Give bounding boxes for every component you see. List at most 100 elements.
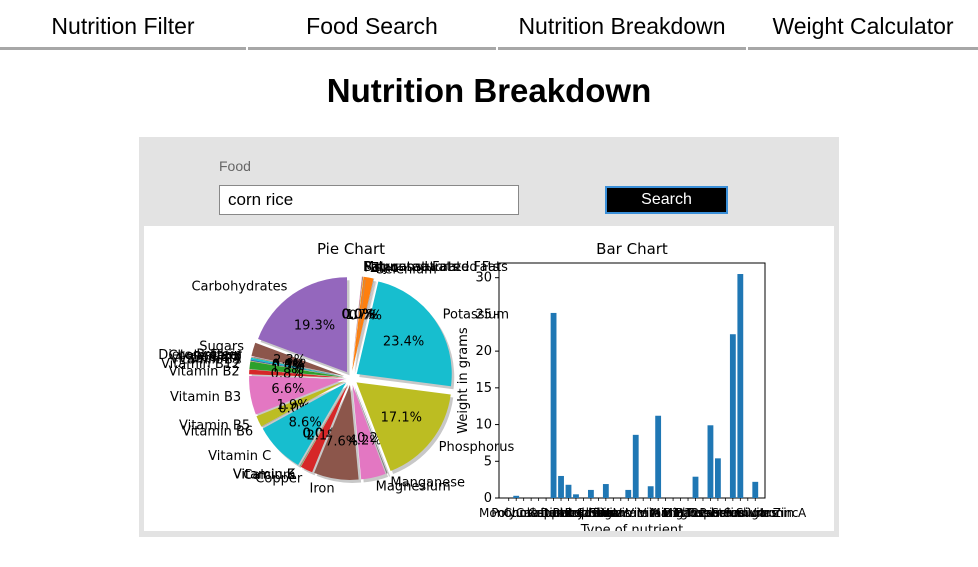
bar: [565, 484, 572, 498]
pie-slice-label: Protein: [196, 348, 242, 363]
bar-chart-frame: [498, 262, 766, 499]
bar: [692, 476, 699, 498]
pie-slice: [251, 357, 345, 377]
tab-weight-calculator[interactable]: Weight Calculator: [748, 0, 978, 50]
top-nav: Nutrition Filter Food Search Nutrition B…: [0, 0, 978, 50]
pie-slice-label: Vitamin K: [233, 468, 296, 483]
pie-slice-label: Phosphorus: [439, 440, 515, 455]
bar: [625, 489, 632, 498]
pie-slice-label: Polyunsaturated Fats: [363, 260, 499, 275]
bar: [587, 489, 594, 498]
search-button[interactable]: Search: [605, 186, 728, 214]
pie-slice-label: Fat: [364, 260, 383, 275]
x-tick-label: Phosphorus: [552, 506, 622, 520]
pie-slice: [352, 276, 374, 372]
bar: [655, 415, 662, 498]
pie-slice: [250, 360, 345, 377]
pie-percent-label: 6.6%: [271, 382, 304, 397]
pie-slice: [353, 384, 388, 474]
pie-slice-label: Carbohydrates: [191, 279, 287, 294]
pie-slice: [299, 384, 348, 467]
tab-food-search[interactable]: Food Search: [248, 0, 496, 50]
pie-slice-shadow: [355, 387, 391, 477]
x-tick-label: Potassium: [565, 506, 626, 520]
bar: [513, 495, 520, 498]
pie-percent-label: 23.4%: [383, 335, 424, 350]
x-tick-label: Cholesterol: [503, 506, 571, 520]
pie-slice: [249, 361, 345, 378]
pie-slice-label: Vitamin B2: [169, 364, 240, 379]
pie-slice: [356, 281, 452, 387]
pie-percent-label: 17.1%: [381, 411, 422, 426]
pie-slice-label: Dietary Fiber: [158, 348, 242, 363]
pie-slice: [299, 384, 348, 467]
bar: [602, 484, 609, 498]
bar: [558, 475, 564, 498]
bar: [573, 494, 579, 498]
pie-slice: [251, 342, 345, 377]
pie-percent-label: 0.0%: [342, 307, 375, 322]
pie-slice-label: Vitamin B5: [179, 418, 250, 433]
pie-slice-label: Sugars: [199, 340, 244, 355]
bar: [707, 425, 714, 498]
pie-slice: [249, 375, 345, 415]
chart-figure: Pie Chart 19.3% Carbohydrates 2.3% Sugars 0.0…: [144, 226, 834, 531]
pie-slice-label: Vitamin B1: [170, 352, 241, 367]
y-tick-label: 15: [475, 381, 492, 396]
page-title: Nutrition Breakdown: [326, 72, 652, 109]
pie-slice-label: Calcium: [243, 468, 295, 483]
bar: [632, 434, 639, 498]
x-tick-label: Selenium: [712, 506, 768, 520]
pie-slice: [251, 356, 345, 377]
pie-slice-shadow: [354, 279, 377, 375]
pie-slice-label: Vitamin C: [208, 449, 271, 464]
pie-slice-label: Saturated Fats: [364, 260, 459, 275]
x-tick-label: Vitamin C: [638, 506, 696, 520]
pie-slice: [300, 384, 348, 467]
pie-percent-label: 7.6%: [325, 434, 358, 449]
pie-slice: [351, 276, 363, 372]
y-tick-label: 5: [484, 454, 492, 469]
y-tick-label: 30: [475, 271, 492, 286]
pie-slice: [251, 356, 345, 377]
pie-slice: [258, 277, 348, 373]
x-tick-label: Protein: [699, 506, 741, 520]
pie-slice: [351, 276, 363, 372]
x-tick-label: Phosphorus: [675, 506, 745, 520]
x-tick-label: Vitamin B12: [626, 506, 699, 520]
food-label: Food: [219, 158, 251, 174]
pie-slice: [261, 381, 345, 428]
pie-slice-shadow: [354, 279, 366, 375]
breakdown-panel: Food Search Pie Chart 19.3% Carbohydrates 2…: [139, 137, 839, 537]
x-tick-label: Dietary Fiber: [540, 506, 617, 520]
x-tick-label: Polyunsaturated Fats: [491, 506, 617, 520]
x-tick-label: Copper: [528, 506, 571, 520]
y-tick-label: 20: [475, 344, 492, 359]
tab-nutrition-breakdown[interactable]: Nutrition Breakdown: [498, 0, 746, 50]
pie-slice-label: Manganese: [390, 475, 465, 490]
y-tick-label: 10: [475, 418, 492, 433]
x-tick-label: Magnesium: [663, 506, 732, 520]
pie-slice: [356, 382, 451, 471]
pie-slice: [314, 384, 359, 480]
bar: [550, 312, 557, 498]
bar: [752, 481, 759, 498]
pie-percent-label: 0.0%: [342, 307, 375, 322]
pie-slice-label: Cholesterol: [168, 349, 241, 364]
pie-slice-label: Magnesium: [376, 480, 451, 495]
bar-chart-title: Bar Chart: [596, 240, 668, 258]
food-input[interactable]: [219, 185, 519, 215]
tab-nutrition-filter[interactable]: Nutrition Filter: [0, 0, 246, 50]
pie-slice-label: Zinc: [370, 261, 398, 276]
bar: [729, 334, 736, 498]
x-tick-label: Monounsaturated Fats: [479, 506, 613, 520]
x-tick-label: Manganese: [650, 506, 719, 520]
pie-slice-shadow: [354, 279, 366, 375]
bar: [647, 486, 654, 498]
pie-slice-shadow: [354, 279, 366, 375]
pie-slice-label: Vitamin B12: [161, 357, 240, 372]
x-tick-label: Sodium: [724, 506, 769, 520]
x-tick-label: Zinc: [773, 506, 799, 520]
pie-percent-label: 8.6%: [289, 416, 322, 431]
pie-percent-label: 1.7%: [345, 308, 378, 323]
